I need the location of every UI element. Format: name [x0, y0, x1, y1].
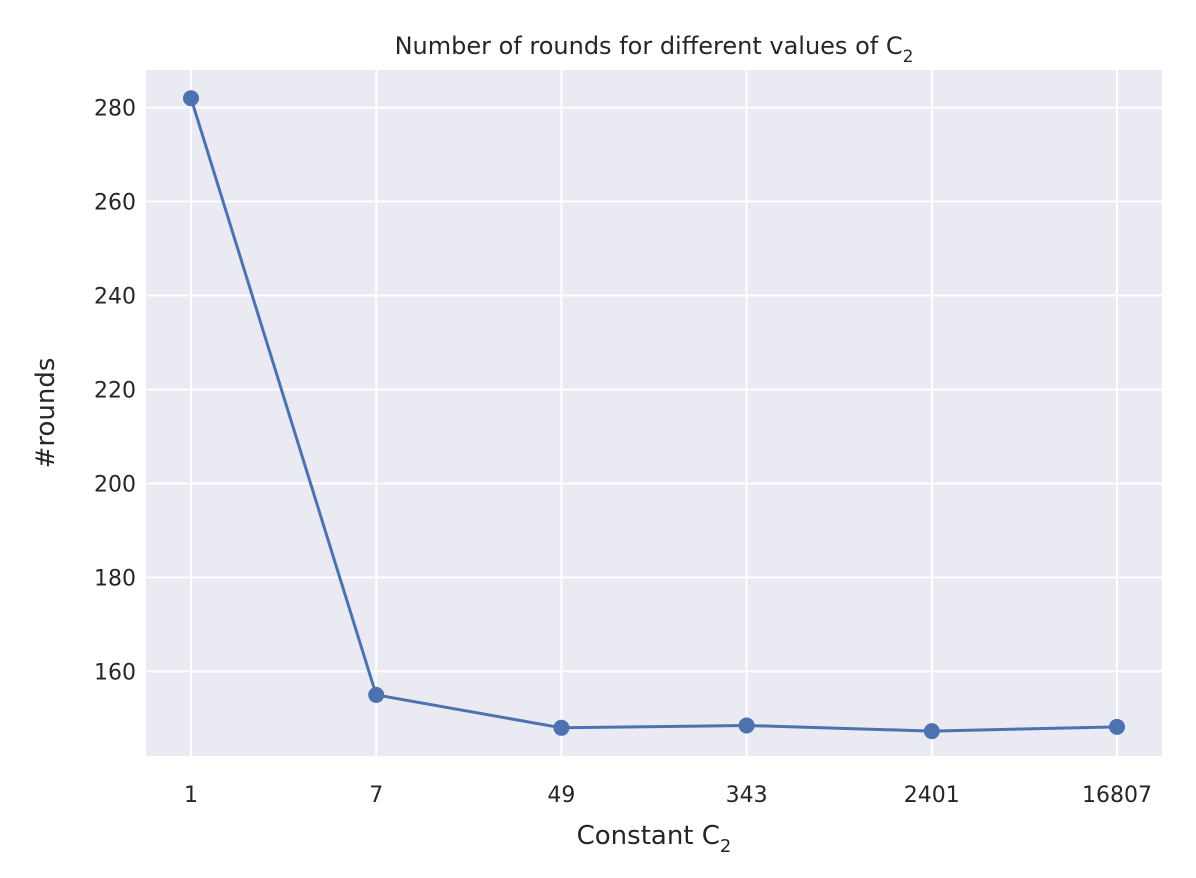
data-point — [738, 717, 755, 734]
plot-area-background — [146, 70, 1162, 756]
y-tick-label: 280 — [94, 97, 136, 122]
data-point — [553, 719, 570, 736]
x-tick-label: 1 — [184, 783, 198, 808]
y-gridlines — [146, 106, 1162, 673]
y-tick-label: 160 — [94, 660, 136, 685]
y-tick-labels: 160 180 200 220 240 260 280 — [94, 97, 136, 686]
chart-title: Number of rounds for different values of… — [395, 32, 914, 67]
y-tick-label: 220 — [94, 379, 136, 404]
x-axis-title: Constant C2 — [577, 821, 732, 857]
data-point — [1109, 718, 1125, 735]
y-tick-label: 260 — [94, 191, 136, 216]
data-point — [368, 686, 385, 703]
x-tick-label: 343 — [726, 783, 768, 808]
y-tick-label: 240 — [94, 285, 136, 310]
x-tick-label: 2401 — [904, 783, 960, 808]
y-axis-title: #rounds — [31, 358, 61, 469]
x-tick-label: 7 — [369, 783, 383, 808]
data-point — [923, 723, 940, 740]
y-tick-label: 200 — [94, 472, 136, 497]
data-point — [183, 90, 199, 107]
x-tick-label: 49 — [547, 783, 575, 808]
series-layer — [183, 90, 1125, 740]
series-line — [189, 97, 1118, 733]
x-tick-label: 16807 — [1082, 783, 1152, 808]
x-tick-labels: 1 7 49 343 2401 16807 — [184, 783, 1152, 808]
x-gridlines — [190, 70, 1118, 756]
y-tick-label: 180 — [94, 566, 136, 591]
